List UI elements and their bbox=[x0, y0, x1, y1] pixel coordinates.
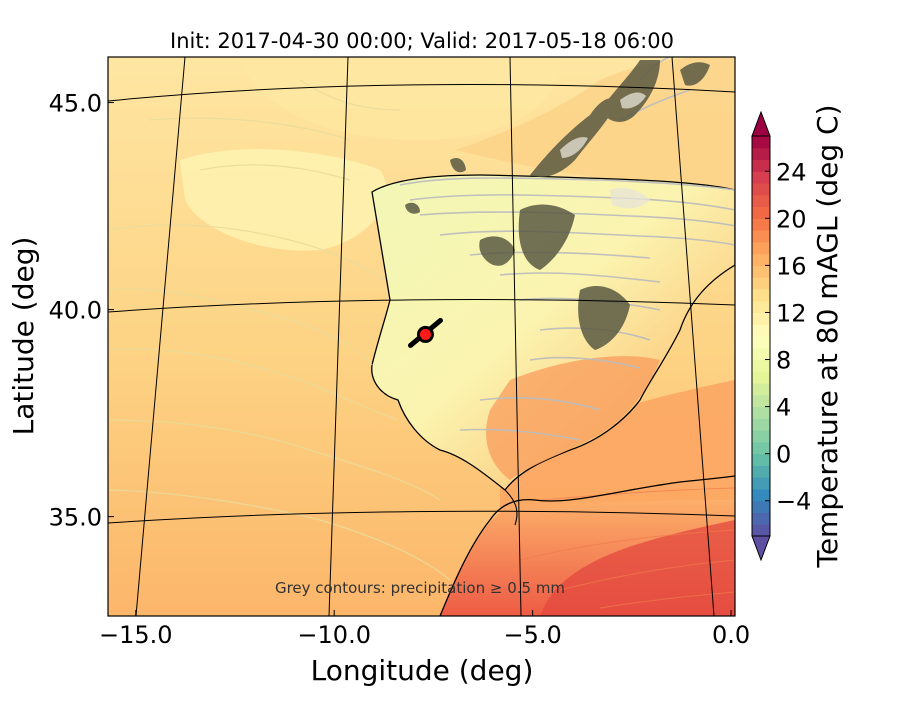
map-frame bbox=[107, 56, 736, 617]
figure-title: Init: 2017-04-30 00:00; Valid: 2017-05-1… bbox=[170, 29, 674, 53]
colorbar-band bbox=[752, 288, 770, 302]
y-tick-label: 35.0 bbox=[49, 504, 102, 532]
colorbar-tick-label: 8 bbox=[776, 347, 791, 375]
colorbar-band bbox=[752, 277, 770, 290]
colorbar-frame bbox=[751, 135, 771, 537]
colorbar-band bbox=[752, 430, 770, 443]
colorbar-tick-label: 0 bbox=[776, 441, 791, 469]
colorbar-band bbox=[752, 194, 770, 208]
y-tick-label: 45.0 bbox=[49, 90, 102, 118]
colorbar-band bbox=[752, 300, 770, 313]
warm-contours bbox=[519, 487, 735, 609]
colorbar-band bbox=[752, 394, 770, 408]
colorbar-band bbox=[752, 465, 770, 478]
colorbar-band bbox=[752, 312, 770, 325]
precip-annotation: Grey contours: precipitation ≥ 0.5 mm bbox=[275, 579, 565, 597]
colorbar-tick-label: 12 bbox=[776, 299, 807, 327]
y-tick-label: 40.0 bbox=[49, 297, 102, 325]
graticule-meridians bbox=[135, 57, 715, 616]
x-axis-label: Longitude (deg) bbox=[311, 654, 534, 687]
strait-coastline bbox=[504, 489, 518, 526]
colorbar-band bbox=[752, 488, 770, 502]
colorbar-label: Temperature at 80 mAGL (deg C) bbox=[811, 104, 844, 568]
colorbar-tick-label: 20 bbox=[776, 205, 807, 233]
colorbar-band bbox=[752, 241, 770, 255]
y-axis-ticks: 45.0 40.0 35.0 bbox=[49, 90, 114, 532]
site-marker-dot bbox=[416, 325, 434, 343]
colorbar-band bbox=[752, 512, 770, 525]
terrain-shading bbox=[405, 60, 710, 350]
x-tick-label: −5.0 bbox=[503, 621, 561, 649]
colorbar-ticks: −4 0 4 8 12 16 20 24 bbox=[765, 158, 811, 516]
colorbar-band bbox=[752, 147, 770, 161]
colorbar-band bbox=[752, 265, 770, 278]
colorbar-tick-label: 16 bbox=[776, 252, 807, 280]
southeast-warm bbox=[486, 356, 660, 480]
x-tick-label: −15.0 bbox=[99, 621, 173, 649]
colorbar-band bbox=[752, 418, 770, 431]
graticule-parallels bbox=[108, 84, 735, 524]
colorbar-extend-max bbox=[751, 110, 771, 137]
colorbar-tick-label: 4 bbox=[776, 394, 791, 422]
colorbar-band bbox=[752, 183, 770, 196]
colorbar-band bbox=[752, 324, 770, 337]
colorbar-tick-label: −4 bbox=[776, 488, 811, 516]
colorbar-band bbox=[752, 253, 770, 266]
cool-ocean-patch-north bbox=[240, 60, 560, 140]
colorbar-band bbox=[752, 371, 770, 384]
colorbar-band bbox=[752, 347, 770, 361]
colorbar-band bbox=[752, 336, 770, 349]
colorbar-band bbox=[752, 230, 770, 243]
colorbar-extend-min bbox=[751, 535, 771, 562]
y-axis-label: Latitude (deg) bbox=[7, 237, 40, 436]
colorbar-band bbox=[752, 159, 770, 172]
colorbar bbox=[751, 110, 771, 562]
colorbar-band bbox=[752, 359, 770, 372]
colorbar-band bbox=[752, 218, 770, 231]
colorbar-band bbox=[752, 136, 770, 149]
colorbar-band bbox=[752, 406, 770, 419]
colorbar-band bbox=[752, 453, 770, 466]
x-tick-label: 0.0 bbox=[712, 621, 750, 649]
colorbar-tick-label: 24 bbox=[776, 158, 807, 186]
cool-ocean-patch bbox=[180, 149, 387, 251]
temperature-contours bbox=[109, 79, 451, 581]
colorbar-band bbox=[752, 206, 770, 219]
colorbar-band bbox=[752, 383, 770, 396]
colorbar-band bbox=[752, 524, 770, 537]
africa-coastline bbox=[439, 475, 735, 616]
north-africa-hot bbox=[540, 520, 735, 616]
map-panel: Grey contours: precipitation ≥ 0.5 mm bbox=[108, 57, 735, 616]
location-marker bbox=[407, 317, 443, 348]
x-tick-label: −10.0 bbox=[297, 621, 371, 649]
x-axis-ticks: −15.0 −10.0 −5.0 0.0 bbox=[99, 610, 750, 649]
terrain-highlights bbox=[560, 92, 650, 209]
colorbar-band bbox=[752, 441, 770, 455]
colorbar-band bbox=[752, 477, 770, 490]
colorbar-band bbox=[752, 500, 770, 513]
mediterranean-field bbox=[500, 380, 735, 525]
colorbar-band bbox=[752, 171, 770, 184]
